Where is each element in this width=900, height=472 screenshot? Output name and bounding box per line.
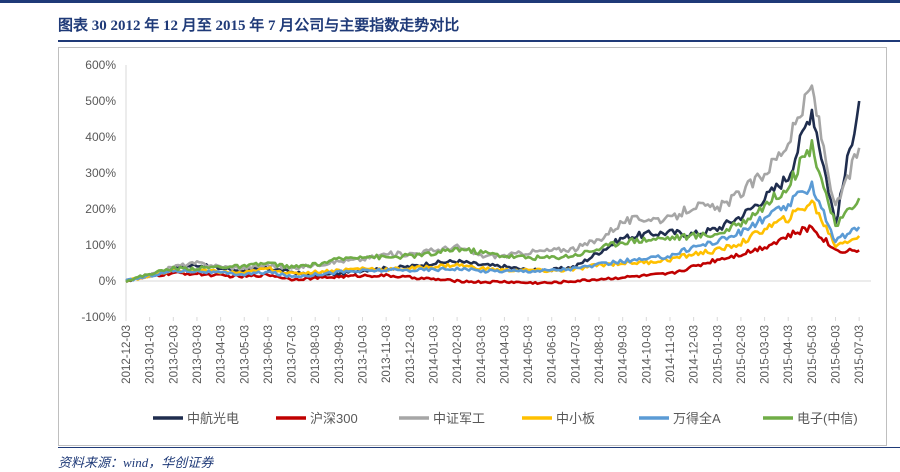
series-line — [125, 139, 861, 284]
series-line — [125, 180, 861, 282]
series-lines — [125, 84, 861, 286]
legend-label: 中小板 — [556, 411, 595, 426]
x-tick-label: 2012-12-03 — [121, 325, 133, 384]
x-tick-label: 2015-05-03 — [807, 325, 819, 384]
x-tick-label: 2014-06-03 — [547, 325, 559, 384]
x-tick-label: 2013-08-03 — [310, 325, 322, 384]
x-tick-label: 2014-02-03 — [452, 325, 464, 384]
legend-label: 电子(中信) — [797, 411, 858, 426]
legend: 中航光电 沪深300 中证军工 中小板 万得全A 电子(中信) — [153, 411, 858, 426]
x-tick-label: 2014-10-03 — [641, 325, 653, 384]
x-tick-label: 2013-09-03 — [334, 325, 346, 384]
chart-panel: 600% 500% 400% 300% 200% 100% 0% -100% 2012-12-… — [58, 47, 887, 446]
x-tick-label: 2015-07-03 — [854, 325, 866, 384]
x-tick-label: 2013-03-03 — [192, 325, 204, 384]
x-tick-label: 2015-06-03 — [831, 325, 843, 384]
x-tick-label: 2014-12-03 — [689, 325, 701, 384]
x-tick-label: 2013-12-03 — [405, 325, 417, 384]
x-tick-label: 2013-11-03 — [381, 325, 393, 383]
bottom-rule — [58, 447, 900, 448]
x-tick-label: 2015-01-03 — [712, 325, 724, 384]
x-tick-label: 2015-02-03 — [736, 325, 748, 384]
series-line — [125, 199, 861, 283]
x-tick-label: 2014-05-03 — [523, 325, 535, 384]
x-tick-label: 2014-01-03 — [428, 325, 440, 384]
y-tick-label: 200% — [85, 202, 116, 216]
legend-label: 沪深300 — [310, 411, 358, 426]
x-tick-label: 2013-01-03 — [145, 325, 157, 384]
y-tick-label: -100% — [81, 310, 116, 324]
legend-label: 中航光电 — [187, 411, 239, 426]
top-rule — [0, 0, 900, 3]
x-tick-label: 2013-06-03 — [263, 325, 275, 384]
x-tick-label: 2014-03-03 — [476, 325, 488, 384]
figure-title: 图表 30 2012 年 12 月至 2015 年 7 月公司与主要指数走势对比 — [58, 18, 460, 34]
y-tick-label: 100% — [85, 238, 116, 252]
x-tick-label: 2014-09-03 — [618, 325, 630, 384]
x-tick-label: 2014-08-03 — [594, 325, 606, 384]
x-tick-label: 2015-03-03 — [760, 325, 772, 384]
gridlines — [125, 65, 871, 317]
x-tick-label: 2014-04-03 — [499, 325, 511, 384]
y-tick-label: 600% — [85, 58, 116, 72]
x-tick-label: 2015-04-03 — [783, 325, 795, 384]
y-tick-label: 0% — [99, 274, 117, 288]
x-tick-label: 2013-07-03 — [287, 325, 299, 384]
y-tick-label: 400% — [85, 130, 116, 144]
series-line — [125, 224, 860, 286]
line-chart: 600% 500% 400% 300% 200% 100% 0% -100% 2012-12-… — [81, 58, 871, 426]
x-tick-label: 2013-04-03 — [216, 325, 228, 384]
y-tick-label: 300% — [85, 166, 116, 180]
y-axis: 600% 500% 400% 300% 200% 100% 0% -100% — [81, 58, 116, 324]
x-tick-label: 2013-05-03 — [239, 325, 251, 384]
x-tick-label: 2013-10-03 — [358, 325, 370, 384]
legend-label: 万得全A — [673, 411, 721, 426]
title-rule — [58, 40, 900, 42]
source-note: 资料来源：wind，华创证券 — [58, 455, 214, 470]
x-tick-label: 2014-11-03 — [665, 325, 677, 383]
x-tick-label: 2014-07-03 — [570, 325, 582, 384]
y-tick-label: 500% — [85, 94, 116, 108]
x-axis: 2012-12-03 2013-01-03 2013-02-03 2013-03-03… — [121, 317, 866, 384]
x-tick-label: 2013-02-03 — [168, 325, 180, 384]
legend-label: 中证军工 — [433, 411, 485, 426]
